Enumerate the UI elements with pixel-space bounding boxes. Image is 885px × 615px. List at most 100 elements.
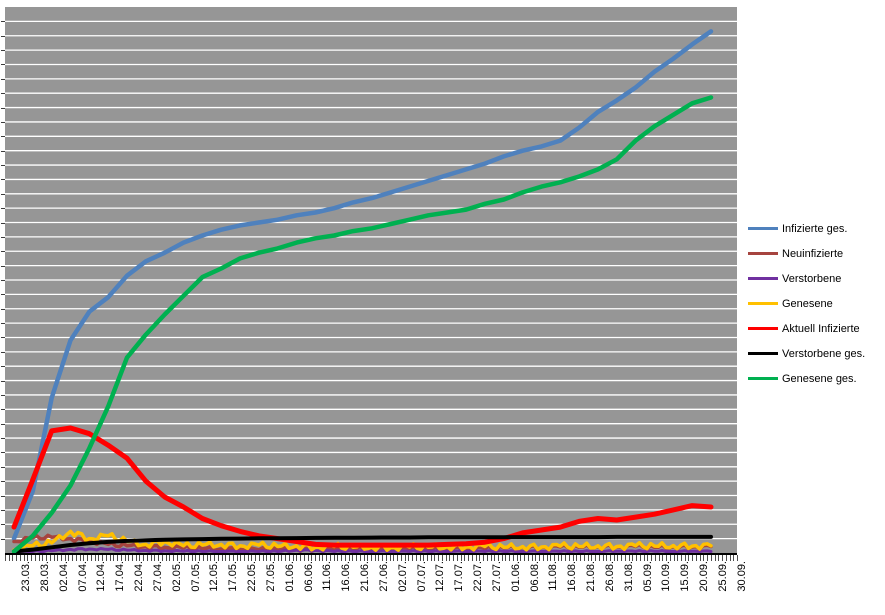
x-minor-tick <box>408 555 410 561</box>
x-minor-tick <box>281 555 283 561</box>
legend-line-swatch <box>748 227 778 230</box>
x-minor-tick <box>710 555 712 561</box>
x-minor-tick <box>326 555 328 561</box>
y-minor-tick <box>1 236 5 238</box>
x-minor-tick <box>460 555 462 561</box>
legend-item: Infizierte ges. <box>748 216 883 241</box>
x-minor-tick <box>527 555 529 561</box>
x-minor-tick <box>296 555 298 561</box>
y-minor-tick <box>1 35 5 37</box>
x-minor-tick <box>647 555 649 561</box>
series-line-verstorbene <box>12 547 713 553</box>
x-minor-tick <box>19 555 21 561</box>
x-axis-label: 16.08. <box>566 561 579 592</box>
x-minor-tick <box>651 555 653 561</box>
x-minor-tick <box>214 555 216 561</box>
x-minor-tick <box>412 555 414 561</box>
x-minor-tick <box>371 555 372 561</box>
y-minor-tick <box>1 452 5 454</box>
x-minor-tick <box>479 555 481 561</box>
x-minor-tick <box>445 555 447 561</box>
x-minor-tick <box>333 555 335 561</box>
x-axis-label: 27.04. <box>151 561 164 592</box>
x-minor-tick <box>180 555 182 561</box>
y-minor-tick <box>1 409 5 411</box>
series-line-aktuell-infizierte <box>11 425 714 548</box>
x-minor-tick <box>285 555 287 561</box>
legend-label: Aktuell Infizierte <box>782 322 860 335</box>
x-minor-tick <box>714 555 716 561</box>
x-axis-label: 31.08. <box>622 561 635 592</box>
x-minor-tick <box>441 555 443 561</box>
x-minor-tick <box>415 555 417 561</box>
x-minor-tick <box>139 555 141 561</box>
x-minor-tick <box>718 555 720 561</box>
x-minor-tick <box>583 555 585 561</box>
x-minor-tick <box>595 555 597 561</box>
x-minor-tick <box>434 555 436 561</box>
x-minor-tick <box>636 555 638 561</box>
x-axis-label: 02.05. <box>170 561 183 592</box>
x-minor-tick <box>202 555 204 561</box>
x-minor-tick <box>483 555 485 561</box>
y-minor-tick <box>1 165 5 167</box>
x-minor-tick <box>535 555 537 561</box>
x-axis-label: 05.09. <box>641 561 654 592</box>
x-minor-tick <box>87 555 89 561</box>
x-minor-tick <box>737 555 738 561</box>
x-minor-tick <box>703 555 705 561</box>
legend-label: Neuinfizierte <box>782 247 844 260</box>
x-minor-tick <box>314 555 316 561</box>
x-minor-tick <box>568 555 570 561</box>
x-minor-tick <box>576 555 578 561</box>
x-minor-tick <box>733 555 735 561</box>
x-minor-tick <box>591 555 593 561</box>
x-minor-tick <box>165 555 167 561</box>
legend-item: Aktuell Infizierte <box>748 316 883 341</box>
x-minor-tick <box>389 555 391 561</box>
x-minor-tick <box>49 555 51 561</box>
x-minor-tick <box>329 555 331 561</box>
x-minor-tick <box>580 555 582 561</box>
legend-item: Neuinfizierte <box>748 241 883 266</box>
y-minor-tick <box>1 481 5 483</box>
x-minor-tick <box>512 555 514 561</box>
x-minor-tick <box>288 555 290 561</box>
series-line-verstorbene-ges <box>12 534 713 553</box>
x-minor-tick <box>27 555 29 561</box>
x-axis-label: 15.09. <box>679 561 692 592</box>
x-minor-tick <box>628 555 630 561</box>
x-axis-label: 27.06. <box>377 561 390 592</box>
x-minor-tick <box>516 555 518 561</box>
y-minor-tick <box>1 294 5 296</box>
x-minor-tick <box>598 555 600 561</box>
x-axis-label: 22.05. <box>246 561 259 592</box>
y-minor-tick <box>1 50 5 52</box>
x-minor-tick <box>729 555 731 561</box>
x-minor-tick <box>262 555 264 561</box>
x-minor-tick <box>509 555 511 561</box>
y-minor-tick <box>1 222 5 224</box>
x-minor-tick <box>393 555 395 561</box>
y-minor-tick <box>1 193 5 195</box>
x-minor-tick <box>725 555 727 561</box>
y-minor-tick <box>1 366 5 368</box>
x-minor-tick <box>554 555 555 561</box>
x-minor-tick <box>524 555 526 561</box>
x-minor-tick <box>624 555 626 561</box>
x-axis-label: 27.05. <box>264 561 277 592</box>
x-minor-tick <box>158 555 160 561</box>
x-minor-tick <box>363 555 365 561</box>
y-minor-tick <box>1 495 5 497</box>
x-minor-tick <box>42 555 44 561</box>
x-minor-tick <box>232 555 234 561</box>
x-minor-tick <box>79 555 81 561</box>
x-minor-tick <box>695 555 697 561</box>
x-minor-tick <box>505 555 507 561</box>
x-minor-tick <box>98 555 100 561</box>
x-minor-tick <box>666 555 668 561</box>
x-minor-tick <box>270 555 272 561</box>
x-minor-tick <box>131 555 133 561</box>
x-minor-tick <box>397 555 399 561</box>
x-minor-tick <box>542 555 544 561</box>
